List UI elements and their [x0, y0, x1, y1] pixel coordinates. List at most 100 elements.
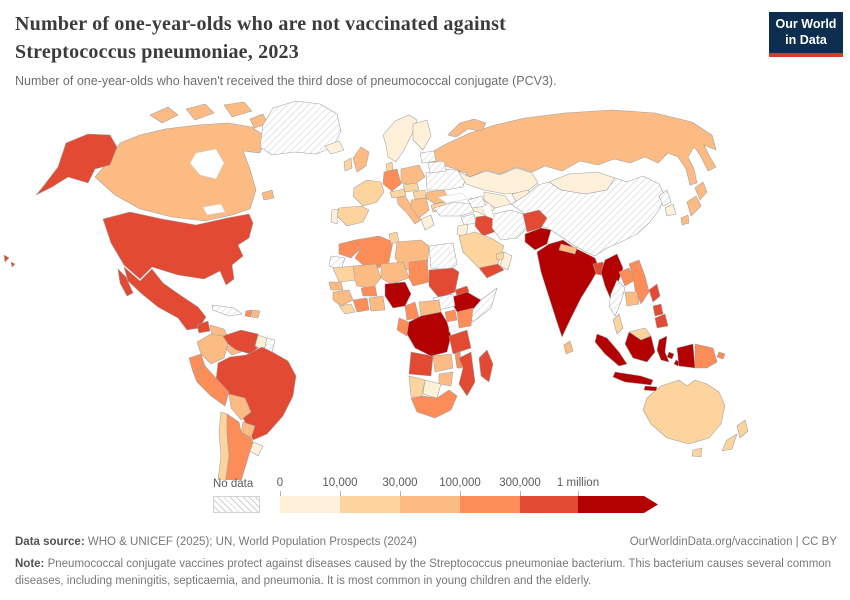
country-algeria[interactable]: [354, 235, 394, 273]
country-dr-congo[interactable]: [406, 311, 452, 357]
country-united-states-alaska[interactable]: [35, 133, 118, 196]
country-republic-of-the-congo[interactable]: [396, 317, 410, 337]
country-saudi-arabia[interactable]: [458, 231, 505, 269]
country-egypt[interactable]: [428, 242, 458, 271]
country-mozambique[interactable]: [458, 351, 476, 397]
country-afghanistan[interactable]: [522, 209, 548, 233]
country-iran[interactable]: [491, 209, 528, 241]
country-peru[interactable]: [192, 365, 230, 407]
country-canada[interactable]: [94, 122, 267, 222]
country-venezuela[interactable]: [222, 329, 263, 355]
country-malawi[interactable]: [454, 351, 463, 369]
country-philippines-mindanao[interactable]: [654, 313, 669, 329]
legend-bin-3[interactable]: [460, 496, 520, 513]
legend-color-scale[interactable]: 0 10,000 30,000 100,000 300,000 1 millio…: [277, 477, 658, 513]
legend-bin-0[interactable]: [280, 496, 340, 513]
country-poland[interactable]: [400, 164, 426, 186]
country-hungary[interactable]: [412, 189, 427, 200]
country-zambia[interactable]: [432, 353, 454, 373]
country-new-zealand-south[interactable]: [721, 433, 738, 452]
country-turkey[interactable]: [433, 201, 475, 217]
country-japan-kyushu[interactable]: [680, 214, 690, 226]
country-nigeria[interactable]: [384, 281, 412, 309]
country-united-kingdom[interactable]: [352, 146, 370, 173]
country-south-korea[interactable]: [664, 203, 677, 217]
country-cambodia[interactable]: [624, 291, 640, 307]
country-madagascar[interactable]: [478, 349, 494, 383]
country-iceland[interactable]: [324, 140, 345, 155]
country-united-states-hawaii-1[interactable]: [3, 254, 10, 263]
country-liberia[interactable]: [338, 303, 356, 315]
country-baltic-states[interactable]: [419, 150, 437, 164]
country-zimbabwe[interactable]: [438, 371, 454, 387]
country-dominican-republic[interactable]: [251, 309, 261, 319]
country-russia-novaya-zemlya[interactable]: [447, 118, 487, 138]
country-mali[interactable]: [352, 263, 382, 289]
country-mexico-baja[interactable]: [117, 268, 134, 297]
country-niger[interactable]: [380, 261, 410, 285]
country-united-states[interactable]: [102, 211, 254, 286]
country-japan-honshu[interactable]: [686, 195, 702, 217]
country-syria[interactable]: [460, 213, 477, 226]
country-india[interactable]: [536, 239, 600, 338]
country-north-korea[interactable]: [658, 189, 672, 207]
country-france[interactable]: [352, 179, 385, 207]
country-morocco[interactable]: [338, 239, 362, 259]
country-chile[interactable]: [217, 411, 231, 480]
country-greenland[interactable]: [259, 100, 342, 156]
country-philippines-luzon[interactable]: [648, 283, 661, 303]
country-australia-tasmania[interactable]: [691, 447, 703, 458]
legend-bin-1[interactable]: [340, 496, 400, 513]
country-finland[interactable]: [412, 119, 432, 151]
country-senegal[interactable]: [328, 281, 344, 291]
country-serbia[interactable]: [410, 197, 430, 219]
country-mexico[interactable]: [123, 266, 207, 331]
legend-no-data-swatch[interactable]: [213, 496, 260, 513]
country-indonesia-sumatra[interactable]: [594, 333, 628, 367]
country-yemen[interactable]: [478, 263, 505, 279]
country-bolivia[interactable]: [228, 393, 252, 421]
country-haiti[interactable]: [244, 309, 253, 318]
country-tanzania[interactable]: [448, 329, 472, 355]
country-australia[interactable]: [642, 379, 726, 445]
country-papua-new-guinea[interactable]: [694, 343, 718, 369]
country-new-zealand-north[interactable]: [736, 419, 749, 439]
country-cameroon[interactable]: [404, 301, 420, 321]
country-canada-arctic-3[interactable]: [223, 101, 253, 118]
country-sudan[interactable]: [428, 267, 460, 299]
country-guatemala[interactable]: [196, 320, 211, 334]
country-canada-arctic-1[interactable]: [149, 106, 179, 124]
country-indonesia-java[interactable]: [612, 371, 654, 386]
country-russia[interactable]: [429, 109, 717, 186]
country-botswana[interactable]: [422, 379, 442, 399]
country-canada-newfoundland[interactable]: [261, 189, 275, 201]
country-eritrea[interactable]: [454, 285, 470, 297]
country-uae[interactable]: [495, 251, 505, 261]
country-pakistan[interactable]: [524, 227, 552, 251]
country-czechia[interactable]: [402, 182, 420, 193]
country-indonesia-maluku-1[interactable]: [666, 351, 675, 360]
country-indonesia-sulawesi[interactable]: [656, 335, 670, 363]
country-philippines-visayas[interactable]: [652, 303, 664, 317]
country-nepal[interactable]: [558, 243, 578, 255]
country-malaysia[interactable]: [612, 313, 624, 335]
country-italy[interactable]: [396, 195, 422, 225]
credit-link[interactable]: OurWorldinData.org/vaccination | CC BY: [629, 536, 837, 548]
country-greece[interactable]: [420, 214, 435, 231]
country-japan-hokkaido[interactable]: [694, 181, 708, 201]
country-angola[interactable]: [408, 351, 434, 377]
country-chad[interactable]: [408, 259, 430, 287]
country-china[interactable]: [510, 175, 666, 257]
country-burkina-faso[interactable]: [360, 285, 378, 297]
country-canada-arctic-2[interactable]: [185, 103, 215, 121]
country-uzbekistan[interactable]: [483, 191, 512, 209]
legend-bin-4[interactable]: [520, 496, 578, 513]
country-ireland[interactable]: [343, 157, 353, 172]
country-austria[interactable]: [389, 188, 407, 199]
country-kazakhstan[interactable]: [457, 167, 539, 195]
country-vietnam[interactable]: [628, 259, 650, 305]
country-ghana[interactable]: [368, 295, 386, 312]
country-cuba[interactable]: [211, 304, 243, 317]
country-indonesia-kalimantan[interactable]: [624, 331, 656, 363]
country-denmark[interactable]: [385, 161, 394, 172]
